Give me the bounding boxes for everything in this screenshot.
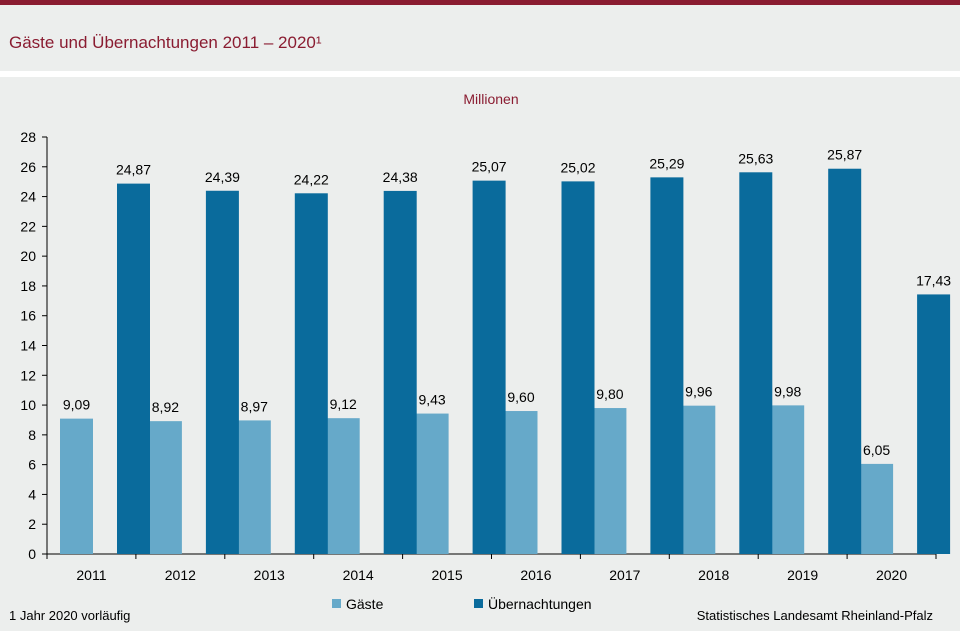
bar-gaeste bbox=[148, 421, 182, 554]
bar-gaeste bbox=[60, 418, 93, 554]
data-label: 17,43 bbox=[916, 272, 951, 288]
bar-uebernachtungen bbox=[650, 177, 684, 554]
data-label: 24,87 bbox=[116, 162, 151, 178]
y-tick-label: 18 bbox=[20, 278, 36, 294]
y-tick-label: 24 bbox=[20, 189, 36, 205]
y-tick-label: 20 bbox=[20, 248, 36, 264]
bar-uebernachtungen bbox=[117, 183, 150, 555]
data-label: 25,29 bbox=[649, 155, 684, 171]
chart-title: Gäste und Übernachtungen 2011 – 2020¹ bbox=[9, 33, 322, 52]
y-tick-label: 6 bbox=[28, 457, 36, 473]
bar-gaeste bbox=[593, 408, 627, 554]
bar-gaeste bbox=[326, 418, 360, 554]
bar-uebernachtungen bbox=[561, 181, 595, 554]
data-label: 9,80 bbox=[596, 386, 623, 402]
legend-gaeste-label: Gäste bbox=[346, 596, 384, 612]
bar-uebernachtungen bbox=[828, 168, 862, 554]
bar-uebernachtungen bbox=[383, 190, 417, 554]
bar-gaeste bbox=[771, 405, 805, 554]
data-label: 25,87 bbox=[827, 147, 862, 163]
bar-uebernachtungen bbox=[472, 180, 506, 554]
bar-uebernachtungen bbox=[917, 294, 951, 554]
x-tick-label: 2015 bbox=[431, 567, 462, 583]
x-tick-label: 2017 bbox=[609, 567, 640, 583]
y-tick-label: 4 bbox=[28, 486, 36, 502]
x-tick-label: 2018 bbox=[698, 567, 729, 583]
y-tick-label: 26 bbox=[20, 159, 36, 175]
bar-gaeste bbox=[504, 411, 538, 554]
data-label: 25,07 bbox=[472, 159, 507, 175]
x-tick-label: 2020 bbox=[876, 567, 907, 583]
x-tick-label: 2019 bbox=[787, 567, 818, 583]
data-label: 9,60 bbox=[507, 389, 534, 405]
bar-gaeste bbox=[415, 413, 449, 554]
header: Gäste und Übernachtungen 2011 – 2020¹ bbox=[0, 5, 960, 71]
x-tick-label: 2016 bbox=[520, 567, 551, 583]
x-tick-label: 2013 bbox=[254, 567, 285, 583]
y-tick-label: 28 bbox=[20, 129, 36, 145]
legend-uebernachtungen-label: Übernachtungen bbox=[488, 595, 592, 612]
data-label: 9,09 bbox=[63, 397, 90, 413]
footnote: 1 Jahr 2020 vorläufig bbox=[9, 608, 131, 623]
data-label: 8,97 bbox=[241, 398, 268, 414]
y-tick-label: 8 bbox=[28, 427, 36, 443]
legend-uebernachtungen-swatch bbox=[474, 599, 483, 608]
data-label: 25,02 bbox=[560, 159, 595, 175]
data-label: 24,38 bbox=[383, 169, 418, 185]
y-tick-label: 16 bbox=[20, 308, 36, 324]
x-tick-label: 2014 bbox=[343, 567, 374, 583]
legend-gaeste-swatch bbox=[332, 599, 341, 608]
top-accent-bar bbox=[0, 0, 960, 5]
bar-uebernachtungen bbox=[205, 190, 239, 554]
x-tick-label: 2011 bbox=[76, 567, 106, 583]
data-label: 24,22 bbox=[294, 171, 329, 187]
data-label: 8,92 bbox=[152, 399, 179, 415]
bar-gaeste bbox=[860, 463, 894, 554]
data-label: 25,63 bbox=[738, 150, 773, 166]
y-tick-label: 14 bbox=[20, 338, 36, 354]
bar-uebernachtungen bbox=[739, 172, 773, 554]
data-label: 9,96 bbox=[685, 384, 712, 400]
unit-label: Millionen bbox=[463, 91, 518, 107]
data-label: 9,43 bbox=[418, 392, 445, 408]
y-tick-label: 12 bbox=[20, 367, 36, 383]
x-tick-label: 2012 bbox=[165, 567, 196, 583]
data-label: 6,05 bbox=[863, 442, 890, 458]
data-label: 9,12 bbox=[330, 396, 357, 412]
header-divider bbox=[0, 71, 960, 77]
y-tick-label: 2 bbox=[28, 516, 36, 532]
source-credit: Statistisches Landesamt Rheinland-Pfalz bbox=[696, 608, 933, 623]
y-tick-label: 0 bbox=[28, 546, 36, 562]
data-label: 24,39 bbox=[205, 169, 240, 185]
bar-uebernachtungen bbox=[294, 193, 328, 555]
bar-gaeste bbox=[237, 420, 271, 554]
y-tick-label: 22 bbox=[20, 218, 36, 234]
bar-gaeste bbox=[682, 405, 716, 554]
data-label: 9,98 bbox=[774, 383, 801, 399]
y-tick-label: 10 bbox=[20, 397, 36, 413]
